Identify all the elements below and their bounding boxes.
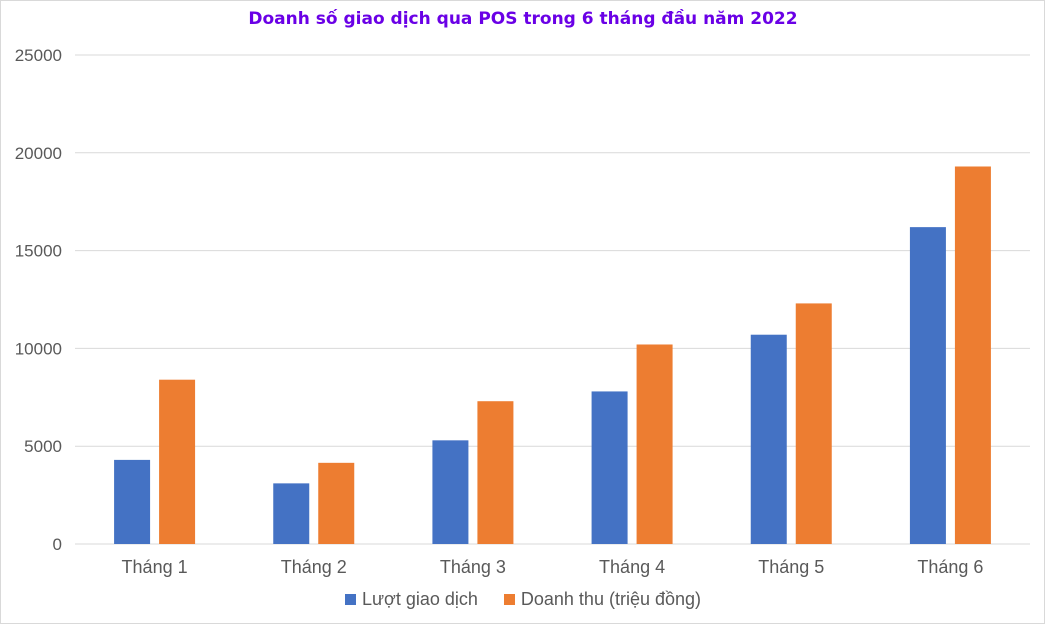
bars — [114, 166, 991, 545]
y-tick-label: 15000 — [15, 242, 62, 261]
bar-luot-giao-dich — [432, 440, 469, 544]
bar-doanh-thu — [159, 379, 196, 544]
bar-luot-giao-dich — [591, 391, 628, 544]
y-tick-label: 5000 — [24, 437, 62, 456]
y-tick-label: 25000 — [15, 46, 62, 65]
x-category-label: Tháng 1 — [122, 557, 188, 577]
legend-swatch — [344, 594, 356, 605]
bar-doanh-thu — [954, 166, 991, 544]
bar-doanh-thu — [318, 462, 355, 544]
y-tick-label: 10000 — [15, 339, 62, 358]
bar-luot-giao-dich — [114, 459, 151, 544]
legend-label: Lượt giao dịch — [361, 589, 478, 609]
bar-luot-giao-dich — [750, 334, 787, 544]
legend: Lượt giao dịch Doanh thu (triệu đồng) — [0, 589, 1046, 610]
x-category-label: Tháng 3 — [440, 557, 506, 577]
legend-swatch — [503, 594, 515, 605]
legend-label: Doanh thu (triệu đồng) — [520, 589, 702, 609]
x-category-label: Tháng 6 — [917, 557, 983, 577]
y-axis-ticks: 0 5000 10000 15000 20000 25000 — [15, 46, 62, 554]
bar-doanh-thu — [477, 401, 514, 544]
y-tick-label: 20000 — [15, 144, 62, 163]
x-category-label: Tháng 4 — [599, 557, 665, 577]
legend-item: Doanh thu (triệu đồng) — [503, 589, 702, 610]
bar-luot-giao-dich — [273, 483, 310, 544]
legend-item: Lượt giao dịch — [344, 589, 478, 610]
bar-doanh-thu — [795, 303, 832, 544]
chart-title: Doanh số giao dịch qua POS trong 6 tháng… — [248, 9, 798, 29]
gridlines — [75, 54, 1030, 545]
y-tick-label: 0 — [53, 535, 62, 554]
bar-luot-giao-dich — [909, 227, 946, 545]
x-category-label: Tháng 5 — [758, 557, 824, 577]
x-category-label: Tháng 2 — [281, 557, 347, 577]
bar-doanh-thu — [636, 344, 673, 544]
x-axis-labels: Tháng 1 Tháng 2 Tháng 3 Tháng 4 Tháng 5 Tháng… — [122, 557, 984, 577]
